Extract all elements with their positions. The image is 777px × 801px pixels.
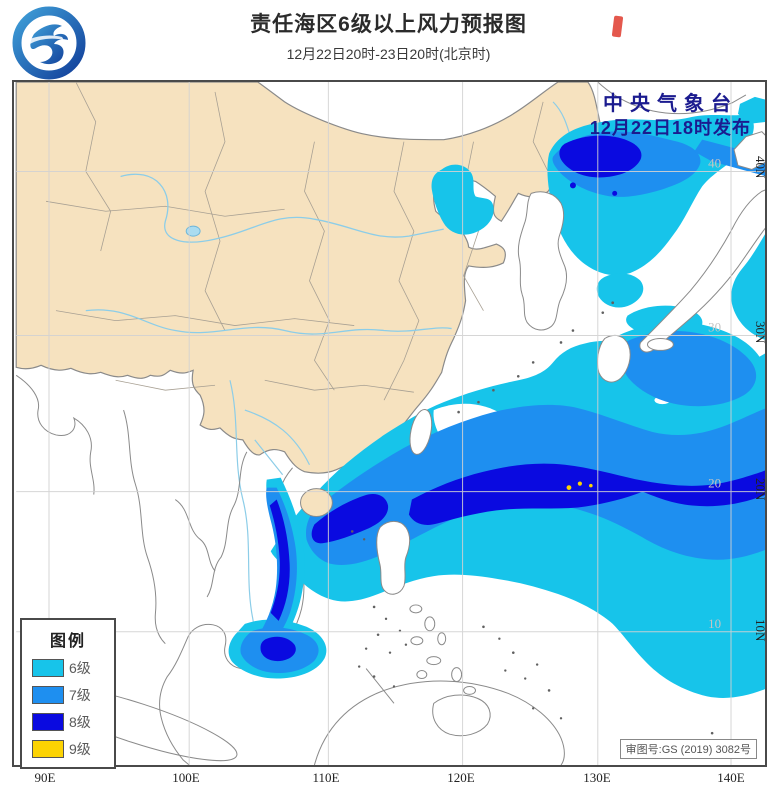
legend-swatch-7	[32, 686, 64, 704]
graticule	[16, 82, 765, 765]
inner-label-40: 40	[708, 155, 721, 170]
y-tick-40n: 40N	[753, 156, 768, 179]
inner-label-30: 30	[708, 320, 721, 335]
inner-grid-labels: 40 30 20 10	[708, 155, 721, 630]
cma-logo-icon	[12, 6, 86, 80]
legend-item-8: 8级	[32, 712, 114, 732]
y-tick-10n: 10N	[753, 619, 768, 642]
islands	[300, 131, 765, 737]
legend-label-7: 7级	[69, 687, 91, 703]
x-tick-130e: 130E	[583, 770, 611, 785]
map-license: 审图号:GS (2019) 3082号	[619, 739, 757, 759]
x-tick-100e: 100E	[172, 770, 200, 785]
x-tick-110e: 110E	[312, 770, 340, 785]
legend-swatch-8	[32, 713, 64, 731]
legend-label-8: 8级	[69, 714, 91, 730]
russia-coastline	[597, 82, 747, 115]
agency-issue-time: 12月22日18时发布	[589, 118, 751, 138]
y-tick-20n: 20N	[753, 478, 768, 501]
x-tick-120e: 120E	[447, 770, 475, 785]
inner-label-20: 20	[708, 476, 721, 491]
header: 责任海区6级以上风力预报图 12月22日20时-23日20时(北京时)	[0, 8, 777, 64]
legend-item-6: 6级	[32, 658, 114, 678]
y-tick-30n: 30N	[753, 321, 768, 344]
legend-title: 图例	[49, 633, 86, 650]
legend-item-9: 9级	[32, 739, 114, 759]
legend: 图例 6级 7级 8级 9级	[20, 618, 116, 769]
agency-stamp: 中央气象台 12月22日18时发布	[590, 92, 751, 140]
x-tick-90e: 90E	[34, 770, 56, 785]
x-tick-140e: 140E	[717, 770, 745, 785]
inner-label-10: 10	[708, 616, 721, 631]
legend-label-9: 9级	[69, 741, 91, 757]
legend-item-7: 7级	[32, 685, 114, 705]
legend-swatch-6	[32, 659, 64, 677]
wind-layer-9	[566, 481, 593, 491]
map-canvas: 40 30 20 10	[15, 82, 765, 765]
page-subtitle: 12月22日20时-23日20时(北京时)	[286, 46, 491, 62]
agency-name: 中央气象台	[602, 93, 738, 115]
wind-layer-8	[260, 135, 765, 662]
legend-swatch-9	[32, 740, 64, 758]
forecast-map: 40 30 20 10 中央气象台 12月22日18时发布 审图号:GS (20…	[12, 80, 767, 767]
page-title: 责任海区6级以上风力预报图	[250, 13, 527, 36]
islet-specks	[350, 301, 728, 750]
legend-label-6: 6级	[69, 660, 91, 676]
